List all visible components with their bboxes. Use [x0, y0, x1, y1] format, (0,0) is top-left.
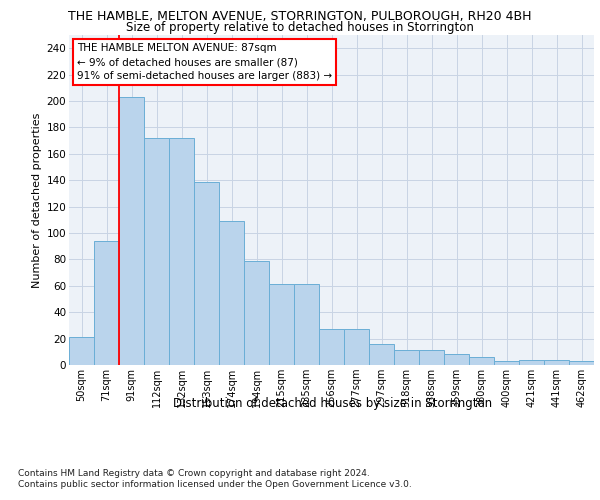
Bar [244, 260, 269, 365]
Bar [519, 360, 544, 365]
Bar [294, 284, 319, 365]
Text: THE HAMBLE MELTON AVENUE: 87sqm
← 9% of detached houses are smaller (87)
91% of : THE HAMBLE MELTON AVENUE: 87sqm ← 9% of … [77, 44, 332, 81]
Bar [369, 344, 394, 365]
Y-axis label: Number of detached properties: Number of detached properties [32, 112, 43, 288]
Bar [169, 138, 194, 365]
Bar [344, 330, 369, 365]
Bar [269, 284, 294, 365]
Bar [494, 361, 519, 365]
Bar [194, 182, 219, 365]
Bar [469, 357, 494, 365]
Bar [569, 361, 594, 365]
Bar [319, 330, 344, 365]
Text: Contains HM Land Registry data © Crown copyright and database right 2024.: Contains HM Land Registry data © Crown c… [18, 469, 370, 478]
Text: Size of property relative to detached houses in Storrington: Size of property relative to detached ho… [126, 21, 474, 34]
Bar [444, 354, 469, 365]
Bar [419, 350, 444, 365]
Text: THE HAMBLE, MELTON AVENUE, STORRINGTON, PULBOROUGH, RH20 4BH: THE HAMBLE, MELTON AVENUE, STORRINGTON, … [68, 10, 532, 23]
Bar [394, 350, 419, 365]
Text: Contains public sector information licensed under the Open Government Licence v3: Contains public sector information licen… [18, 480, 412, 489]
Bar [119, 97, 144, 365]
Text: Distribution of detached houses by size in Storrington: Distribution of detached houses by size … [173, 398, 493, 410]
Bar [544, 360, 569, 365]
Bar [94, 241, 119, 365]
Bar [69, 338, 94, 365]
Bar [144, 138, 169, 365]
Bar [219, 221, 244, 365]
